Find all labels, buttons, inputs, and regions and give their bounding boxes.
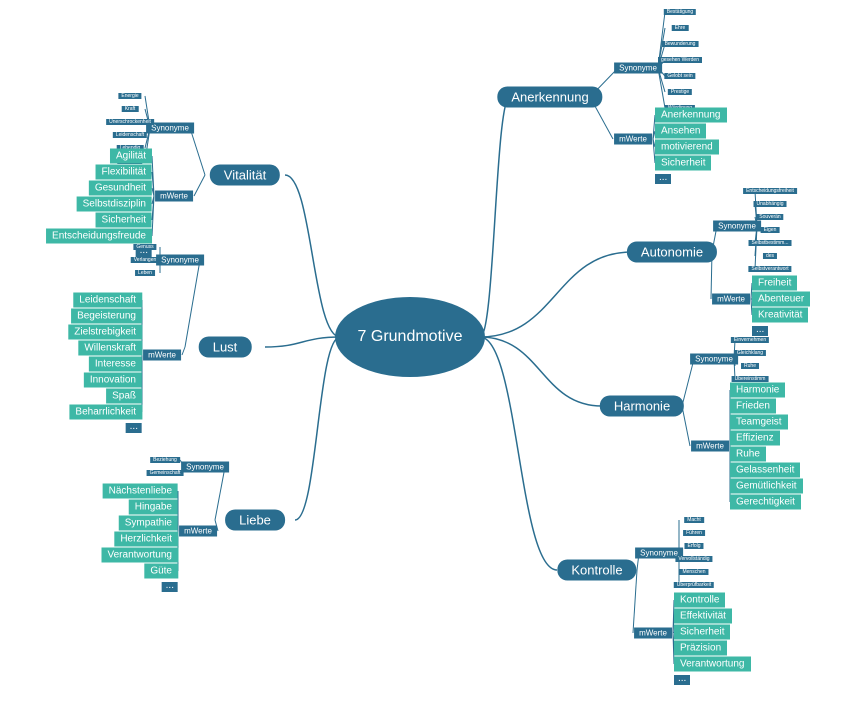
mwerte-item: Flexibilität [96,165,152,180]
mwerte-item: Sicherheit [655,156,711,171]
synonym-item: des [763,253,777,259]
synonym-item: Unabhängig [754,201,787,207]
mwerte-label-kontrolle: mWerte [634,628,672,639]
mwerte-item: Gemütlichkeit [730,479,803,494]
synonym-item: Gemeinschaft [147,470,184,476]
mwerte-item: Zielstrebigkeit [68,325,142,340]
synonym-item: Menschen [679,569,708,575]
synonym-item: Entscheidungsfreiheit [743,188,797,194]
more-indicator: ... [752,326,768,336]
mwerte-item: Sicherheit [674,625,730,640]
synonym-item: Selbstverantwort [748,266,791,272]
synonym-item: Leidenschaft [113,132,147,138]
mwerte-item: Kreativität [752,308,808,323]
mwerte-item: Willenskraft [78,341,142,356]
synonyme-label-liebe: Synonyme [181,462,229,473]
synonym-item: Energie [118,93,141,99]
mwerte-item: Innovation [84,373,142,388]
synonym-item: Überprüfbarkeit [674,582,714,588]
mwerte-item: Präzision [674,641,727,656]
synonym-item: gesehen Werden [658,57,702,63]
mwerte-item: Begeisterung [71,309,142,324]
mwerte-item: Gerechtigkeit [730,495,801,510]
synonym-item: Übereinstimm [732,376,769,382]
mwerte-label-vitalität: mWerte [155,191,193,202]
mwerte-item: Selbstdisziplin [77,197,152,212]
mwerte-item: Agilität [110,149,152,164]
mwerte-item: Kontrolle [674,593,725,608]
mwerte-item: motivierend [655,140,719,155]
synonym-item: Leben [135,270,155,276]
synonym-item: Verlangen [131,257,160,263]
mwerte-item: Leidenschaft [73,293,142,308]
branch-lust: Lust [199,337,252,358]
mwerte-item: Beharrlichkeit [69,405,142,420]
mwerte-item: Interesse [89,357,142,372]
branch-liebe: Liebe [225,510,285,531]
synonym-item: Macht [684,517,704,523]
mwerte-item: Freiheit [752,276,797,291]
synonym-item: Führen [683,530,705,536]
branch-autonomie: Autonomie [627,242,717,263]
synonyme-label-anerkennung: Synonyme [614,63,662,74]
mwerte-item: Ansehen [655,124,706,139]
mwerte-item: Güte [144,564,178,579]
mwerte-item: Frieden [730,399,776,414]
mwerte-item: Herzlichkeit [114,532,178,547]
synonym-item: Unerschrockenheit [106,119,154,125]
mwerte-item: Gelassenheit [730,463,800,478]
mwerte-label-liebe: mWerte [179,526,217,537]
mwerte-item: Verantwortung [674,657,751,672]
synonym-item: Einvernehmen [731,337,769,343]
central-label: 7 Grundmotive [358,328,463,346]
mwerte-item: Teamgeist [730,415,788,430]
branch-kontrolle: Kontrolle [557,560,636,581]
more-indicator: ... [655,174,671,184]
mwerte-label-anerkennung: mWerte [614,134,652,145]
synonym-item: Selbstbestimm... [749,240,792,246]
synonym-item: Prestige [668,89,692,95]
synonyme-label-autonomie: Synonyme [713,221,761,232]
mwerte-item: Ruhe [730,447,766,462]
mwerte-item: Entscheidungsfreude [46,229,152,244]
mwerte-item: Hingabe [129,500,178,515]
mwerte-item: Sympathie [119,516,178,531]
mwerte-label-lust: mWerte [143,350,181,361]
branch-harmonie: Harmonie [600,396,684,417]
synonym-item: Genuss [133,244,156,250]
synonym-item: Gelobt sein [664,73,695,79]
synonyme-label-lust: Synonyme [156,255,204,266]
central-node: 7 Grundmotive [335,297,485,377]
synonym-item: Erfolg [684,543,703,549]
mwerte-item: Effizienz [730,431,780,446]
mwerte-item: Abenteuer [752,292,810,307]
more-indicator: ... [126,423,142,433]
mwerte-item: Effektivität [674,609,732,624]
mwerte-label-harmonie: mWerte [691,441,729,452]
synonym-item: Souverän [756,214,783,220]
mwerte-item: Nächstenliebe [103,484,178,499]
mwerte-item: Sicherheit [96,213,152,228]
more-indicator: ... [674,675,690,685]
synonym-item: Ehre [672,25,689,31]
mwerte-item: Verantwortung [102,548,179,563]
mwerte-item: Gesundheit [89,181,152,196]
branch-vitalität: Vitalität [210,165,280,186]
mwerte-item: Anerkennung [655,108,727,123]
more-indicator: ... [162,582,178,592]
synonym-item: Kraft [122,106,139,112]
mwerte-item: Spaß [106,389,142,404]
synonyme-label-harmonie: Synonyme [690,354,738,365]
branch-anerkennung: Anerkennung [497,87,602,108]
synonym-item: Ruhe [741,363,759,369]
synonym-item: Vervollständig [675,556,712,562]
synonym-item: Eigen [761,227,780,233]
synonym-item: Beziehung [150,457,180,463]
synonym-item: Bewunderung [662,41,699,47]
mwerte-label-autonomie: mWerte [712,294,750,305]
synonym-item: Gleichklang [734,350,766,356]
synonym-item: Bestätigung [664,9,696,15]
mwerte-item: Harmonie [730,383,785,398]
